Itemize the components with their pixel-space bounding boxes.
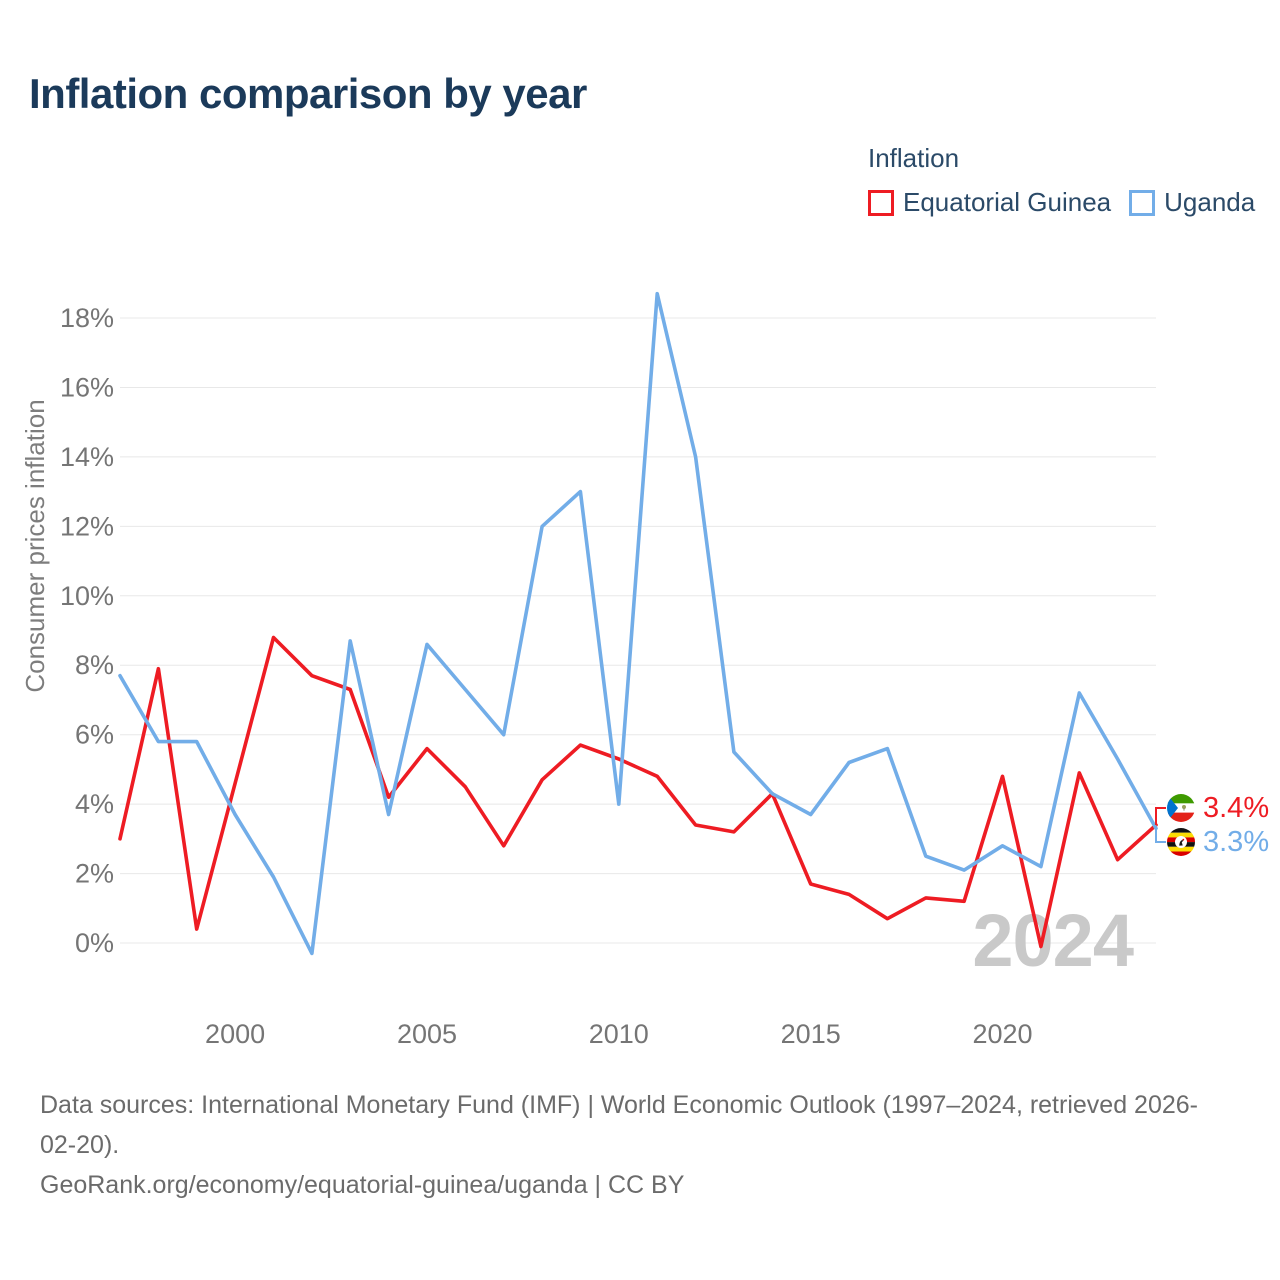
y-tick-label: 4% [75, 789, 114, 819]
end-label-uganda: 3.3% [1167, 826, 1270, 858]
uganda-flag-icon [1167, 828, 1195, 856]
y-tick-label: 2% [75, 859, 114, 889]
attribution-line: GeoRank.org/economy/equatorial-guinea/ug… [40, 1171, 685, 1199]
uganda-swatch-icon [1129, 189, 1156, 216]
x-tick-label: 2005 [397, 1019, 457, 1049]
watermark-year: 2024 [972, 899, 1133, 982]
end-value-equatorial-guinea: 3.4% [1203, 792, 1270, 824]
x-tick-label: 2015 [781, 1019, 841, 1049]
x-tick-label: 2020 [972, 1019, 1032, 1049]
y-tick-label: 10% [60, 581, 114, 611]
data-sources-line-2: 02-20). [40, 1131, 120, 1159]
legend-item-uganda[interactable]: Uganda [1129, 187, 1255, 218]
end-connector-uganda [1155, 828, 1166, 843]
equatorial-guinea-swatch-icon [868, 189, 894, 216]
legend-item-equatorial-guinea[interactable]: Equatorial Guinea [868, 187, 1111, 218]
footer: Data sources: International Monetary Fun… [40, 1085, 1255, 1205]
series-line-uganda[interactable] [118, 291, 1158, 956]
y-tick-label: 18% [60, 303, 114, 333]
x-tick-label: 2010 [589, 1019, 649, 1049]
legend-item-label: Equatorial Guinea [903, 187, 1112, 217]
end-value-uganda: 3.3% [1203, 826, 1270, 858]
y-axis-title: Consumer prices inflation [20, 399, 50, 692]
legend-items: Equatorial Guinea Uganda [868, 187, 1255, 218]
data-sources-line-1: Data sources: International Monetary Fun… [40, 1091, 1198, 1119]
y-tick-label: 12% [60, 511, 114, 541]
x-tick-label: 2000 [205, 1019, 265, 1049]
equatorial-guinea-flag-icon [1167, 794, 1195, 822]
end-connector-equatorial-guinea [1155, 807, 1166, 825]
gridlines [120, 317, 1156, 944]
end-label-equatorial-guinea: 3.4% [1167, 792, 1270, 824]
y-tick-label: 14% [60, 442, 114, 472]
legend: Inflation Equatorial Guinea Uganda [868, 143, 1255, 218]
series-line-equatorial-guinea[interactable] [118, 635, 1158, 949]
page-title: Inflation comparison by year [29, 70, 587, 117]
y-tick-label: 8% [75, 650, 114, 680]
legend-title: Inflation [868, 143, 960, 173]
y-tick-label: 0% [75, 928, 114, 958]
y-tick-label: 16% [60, 373, 114, 403]
y-tick-label: 6% [75, 720, 114, 750]
legend-item-label: Uganda [1164, 187, 1256, 217]
y-axis-tick-labels: 0% 2% 4% 6% 8% 10% 12% 14% 16% 18% [60, 303, 114, 958]
x-axis-tick-labels: 2000 2005 2010 2015 2020 [205, 1019, 1032, 1049]
